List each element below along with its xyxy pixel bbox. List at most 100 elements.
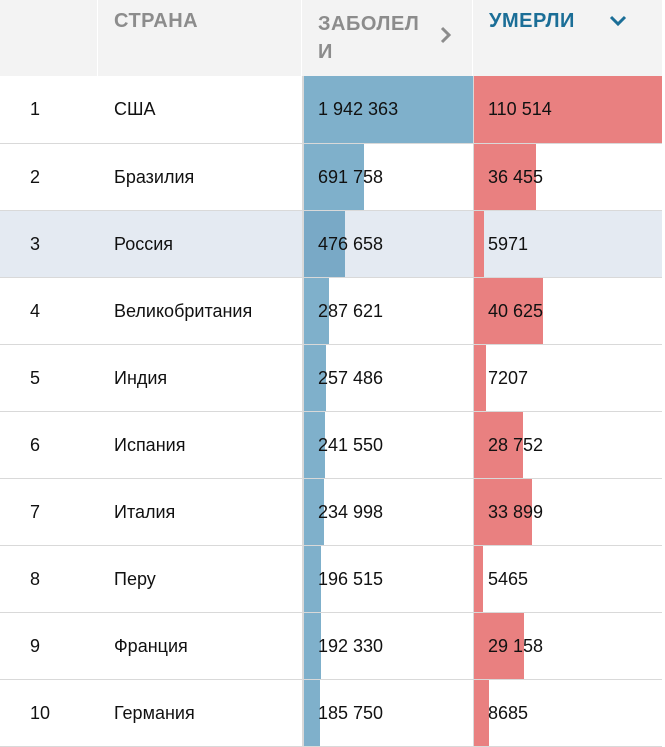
- cases-value: 241 550: [318, 434, 384, 455]
- header-deaths[interactable]: УМЕРЛИ: [473, 0, 662, 76]
- country-cell: Германия: [114, 702, 195, 723]
- table-row[interactable]: 4 Великобритания 287 621 40 625: [0, 278, 662, 345]
- deaths-bar: [474, 412, 523, 478]
- deaths-value: 40 625: [488, 300, 544, 321]
- cases-bar: [304, 278, 329, 344]
- rank-cell: 2: [30, 166, 41, 187]
- cases-value: 185 750: [318, 702, 384, 723]
- table-row[interactable]: 3 Россия 476 658 5971: [0, 211, 662, 278]
- cases-value: 287 621: [318, 300, 384, 321]
- rank-cell: 5: [30, 367, 41, 388]
- deaths-value: 29 158: [488, 635, 544, 656]
- cases-cell: 691 758: [302, 144, 473, 210]
- cases-value: 1 942 363: [318, 99, 399, 119]
- deaths-cell: 7207: [473, 345, 662, 411]
- cases-cell: 241 550: [302, 412, 473, 478]
- deaths-bar: [474, 278, 543, 344]
- deaths-value: 33 899: [488, 501, 544, 522]
- rank-cell: 6: [30, 434, 41, 455]
- deaths-cell: 40 625: [473, 278, 662, 344]
- cases-bar: [304, 211, 345, 277]
- cases-bar: [304, 412, 325, 478]
- cases-bar: [304, 479, 324, 545]
- country-cell: США: [114, 99, 156, 119]
- table-header: СТРАНА ЗАБОЛЕЛИ УМЕРЛИ: [0, 0, 662, 76]
- cases-bar: [304, 345, 326, 411]
- cases-value: 234 998: [318, 501, 384, 522]
- country-cell: Россия: [114, 233, 174, 254]
- cases-cell: 1 942 363: [302, 76, 473, 143]
- table-row[interactable]: 9 Франция 192 330 29 158: [0, 613, 662, 680]
- header-cases[interactable]: ЗАБОЛЕЛИ: [302, 0, 473, 76]
- country-cell: Испания: [114, 434, 186, 455]
- cases-cell: 476 658: [302, 211, 473, 277]
- cases-value: 691 758: [318, 166, 384, 187]
- chevron-down-icon[interactable]: [609, 14, 627, 28]
- rank-cell: 4: [30, 300, 41, 321]
- cases-bar: [304, 144, 364, 210]
- deaths-value: 7207: [488, 367, 529, 388]
- deaths-bar: [474, 144, 536, 210]
- table-row[interactable]: 8 Перу 196 515 5465: [0, 546, 662, 613]
- header-rank: [0, 0, 98, 76]
- table-row[interactable]: 7 Италия 234 998 33 899: [0, 479, 662, 546]
- cases-bar: [304, 613, 321, 679]
- country-cell: Франция: [114, 635, 188, 656]
- deaths-bar: [474, 613, 524, 679]
- country-cell: Перу: [114, 568, 156, 589]
- deaths-value: 8685: [488, 702, 529, 723]
- deaths-cell: 110 514: [473, 76, 662, 143]
- rank-cell: 8: [30, 568, 41, 589]
- rank-cell: 3: [30, 233, 41, 254]
- country-cell: Бразилия: [114, 166, 195, 187]
- deaths-value: 5971: [488, 233, 529, 254]
- deaths-value: 28 752: [488, 434, 544, 455]
- deaths-cell: 5465: [473, 546, 662, 612]
- header-country[interactable]: СТРАНА: [98, 0, 302, 76]
- cases-cell: 196 515: [302, 546, 473, 612]
- deaths-cell: 8685: [473, 680, 662, 746]
- deaths-cell: 36 455: [473, 144, 662, 210]
- cases-value: 257 486: [318, 367, 384, 388]
- rank-cell: 9: [30, 635, 41, 656]
- deaths-cell: 5971: [473, 211, 662, 277]
- rank-cell: 1: [30, 99, 41, 119]
- table-row[interactable]: 1 США 1 942 363 110 514: [0, 76, 662, 144]
- deaths-value: 110 514: [488, 99, 552, 119]
- cases-cell: 287 621: [302, 278, 473, 344]
- cases-bar: [304, 546, 321, 612]
- country-cell: Индия: [114, 367, 168, 388]
- chevron-right-icon[interactable]: [440, 26, 452, 44]
- cases-cell: 257 486: [302, 345, 473, 411]
- table-row[interactable]: 2 Бразилия 691 758 36 455: [0, 144, 662, 211]
- deaths-bar: [474, 345, 486, 411]
- cases-value: 476 658: [318, 233, 384, 254]
- table-row[interactable]: 5 Индия 257 486 7207: [0, 345, 662, 412]
- table-row[interactable]: 6 Испания 241 550 28 752: [0, 412, 662, 479]
- table-row[interactable]: 10 Германия 185 750 8685: [0, 680, 662, 747]
- deaths-value: 36 455: [488, 166, 544, 187]
- header-deaths-label: УМЕРЛИ: [489, 10, 575, 32]
- country-cell: Италия: [114, 501, 176, 522]
- rank-cell: 7: [30, 501, 41, 522]
- cases-value: 196 515: [318, 568, 384, 589]
- deaths-value: 5465: [488, 568, 529, 589]
- header-cases-label: ЗАБОЛЕЛИ: [318, 13, 420, 63]
- deaths-bar: [474, 211, 484, 277]
- deaths-bar: [474, 76, 662, 143]
- cases-cell: 234 998: [302, 479, 473, 545]
- rank-cell: 10: [30, 702, 51, 723]
- deaths-bar: [474, 546, 483, 612]
- deaths-cell: 28 752: [473, 412, 662, 478]
- deaths-cell: 29 158: [473, 613, 662, 679]
- cases-bar: [304, 76, 473, 143]
- cases-cell: 192 330: [302, 613, 473, 679]
- cases-cell: 185 750: [302, 680, 473, 746]
- table-body: 1 США 1 942 363 110 514 2 Бразилия 691 758 36 4…: [0, 76, 662, 747]
- deaths-cell: 33 899: [473, 479, 662, 545]
- header-country-label: СТРАНА: [114, 10, 199, 32]
- deaths-bar: [474, 479, 532, 545]
- cases-value: 192 330: [318, 635, 384, 656]
- country-cell: Великобритания: [114, 300, 253, 321]
